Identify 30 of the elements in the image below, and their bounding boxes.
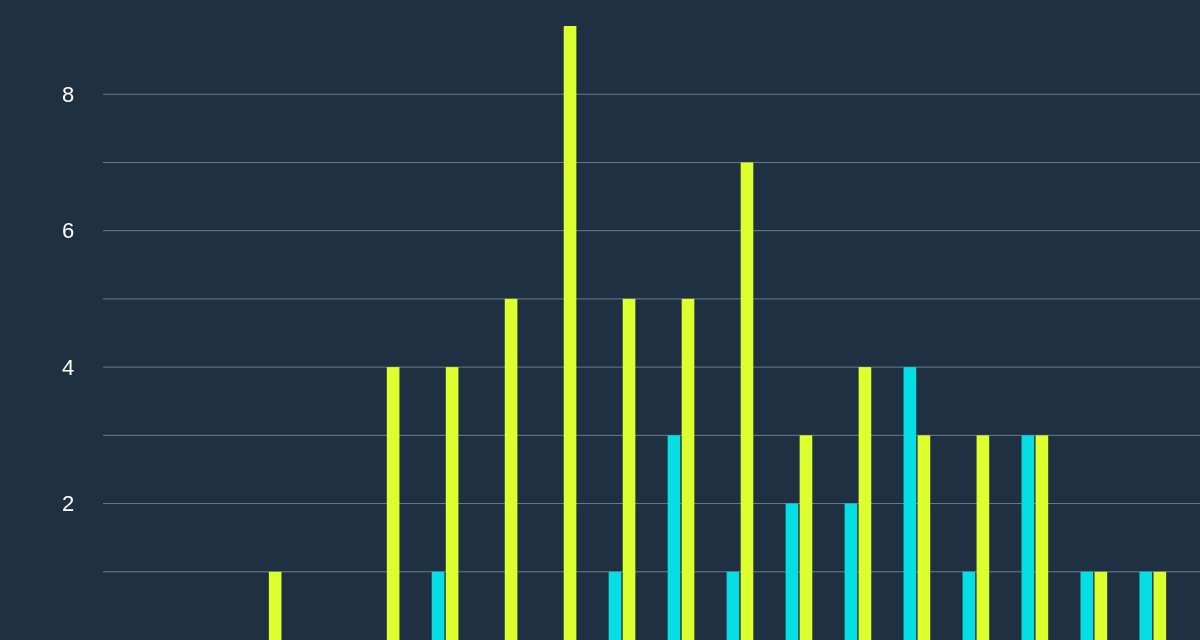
bar — [386, 367, 400, 640]
bar — [799, 435, 813, 640]
y-tick-label: 2 — [61, 491, 75, 517]
y-tick-label: 8 — [61, 81, 75, 107]
bar — [667, 435, 681, 640]
bar — [1094, 571, 1108, 640]
bar — [1021, 435, 1035, 640]
bar — [726, 571, 740, 640]
bar — [1035, 435, 1049, 640]
y-tick-label: 4 — [61, 354, 75, 380]
y-tick-label: 6 — [61, 218, 75, 244]
bar — [681, 298, 695, 640]
bar — [608, 571, 622, 640]
bar — [785, 503, 799, 640]
bar — [268, 571, 282, 640]
bar — [431, 571, 445, 640]
bar — [563, 26, 577, 640]
bar — [844, 503, 858, 640]
bar — [962, 571, 976, 640]
bar — [1153, 571, 1167, 640]
bar — [917, 435, 931, 640]
bar — [903, 367, 917, 640]
bar — [858, 367, 872, 640]
bar — [976, 435, 990, 640]
bar — [1080, 571, 1094, 640]
bar — [504, 298, 518, 640]
bar — [445, 367, 459, 640]
bar — [622, 298, 636, 640]
bar — [740, 162, 754, 640]
bar — [1139, 571, 1153, 640]
